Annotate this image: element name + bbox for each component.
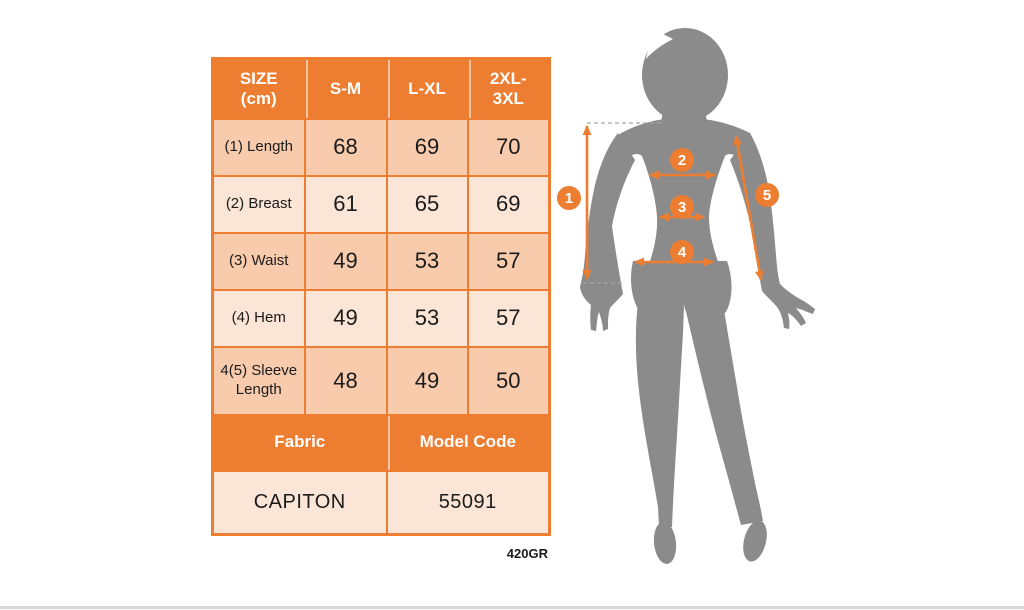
table-row-sleeve: 4(5) Sleeve Length 48 49 50 (211, 345, 551, 416)
hem-lxl-value: 53 (385, 288, 469, 348)
right-arm-silhouette (730, 133, 815, 329)
breast-lxl-value: 65 (385, 174, 469, 234)
breast-2xl3xl-value: 69 (466, 174, 551, 234)
row-label-length: (1) Length (211, 117, 306, 177)
guide-lines (583, 122, 663, 284)
left-foot-silhouette (653, 522, 677, 564)
fabric-value: CAPITON (211, 469, 388, 536)
waist-sm-value: 49 (303, 231, 388, 291)
header-col-2xl3xl: 2XL-3XL (466, 57, 551, 120)
weight-note: 420GR (506, 546, 548, 561)
model-code-value: 55091 (385, 469, 551, 536)
row-label-breast: (2) Breast (211, 174, 306, 234)
size-chart-table: SIZE (cm) S-M L-XL 2XL-3XL (1) Length 68… (211, 57, 551, 536)
sleeve-lxl-value: 49 (385, 345, 469, 416)
sleeve-measure-arrow (733, 135, 764, 281)
waist-2xl3xl-value: 57 (466, 231, 551, 291)
bottom-divider (0, 606, 1024, 609)
right-foot-silhouette (743, 520, 767, 562)
sleeve-2xl3xl-value: 50 (466, 345, 551, 416)
measure-badge-1: 1 (557, 186, 581, 210)
table-header-row: SIZE (cm) S-M L-XL 2XL-3XL (211, 57, 551, 120)
table-footer-value-row: CAPITON 55091 (211, 469, 551, 536)
table-footer-header-row: Fabric Model Code (211, 413, 551, 472)
header-model-code: Model Code (385, 413, 551, 472)
hem-2xl3xl-value: 57 (466, 288, 551, 348)
length-2xl3xl-value: 70 (466, 117, 551, 177)
measure-badge-2: 2 (670, 148, 694, 172)
measure-badge-3: 3 (670, 195, 694, 219)
measure-badge-5: 5 (755, 183, 779, 207)
row-label-hem: (4) Hem (211, 288, 306, 348)
header-fabric: Fabric (211, 413, 388, 472)
pelvis-silhouette (631, 261, 732, 326)
header-size-cm: SIZE (cm) (211, 57, 306, 120)
left-leg-silhouette (635, 303, 684, 527)
measure-badge-4: 4 (670, 240, 694, 264)
left-arm-silhouette (580, 133, 635, 331)
row-label-waist: (3) Waist (211, 231, 306, 291)
length-lxl-value: 69 (385, 117, 469, 177)
breast-sm-value: 61 (303, 174, 388, 234)
table-row-breast: (2) Breast 61 65 69 (211, 174, 551, 234)
head-silhouette (642, 28, 728, 122)
table-row-hem: (4) Hem 49 53 57 (211, 288, 551, 348)
header-col-sm: S-M (303, 57, 388, 120)
row-label-sleeve: 4(5) Sleeve Length (211, 345, 306, 416)
waist-lxl-value: 53 (385, 231, 469, 291)
hair-parting-notch (646, 32, 673, 59)
silhouette-diagram (580, 28, 815, 564)
female-body-silhouette (580, 28, 815, 564)
table-row-length: (1) Length 68 69 70 (211, 117, 551, 177)
table-row-waist: (3) Waist 49 53 57 (211, 231, 551, 291)
length-sm-value: 68 (303, 117, 388, 177)
hem-sm-value: 49 (303, 288, 388, 348)
body-measurement-figure: 1 2 3 4 5 (545, 15, 825, 585)
header-col-lxl: L-XL (385, 57, 469, 120)
right-leg-silhouette (685, 303, 763, 525)
sleeve-sm-value: 48 (303, 345, 388, 416)
